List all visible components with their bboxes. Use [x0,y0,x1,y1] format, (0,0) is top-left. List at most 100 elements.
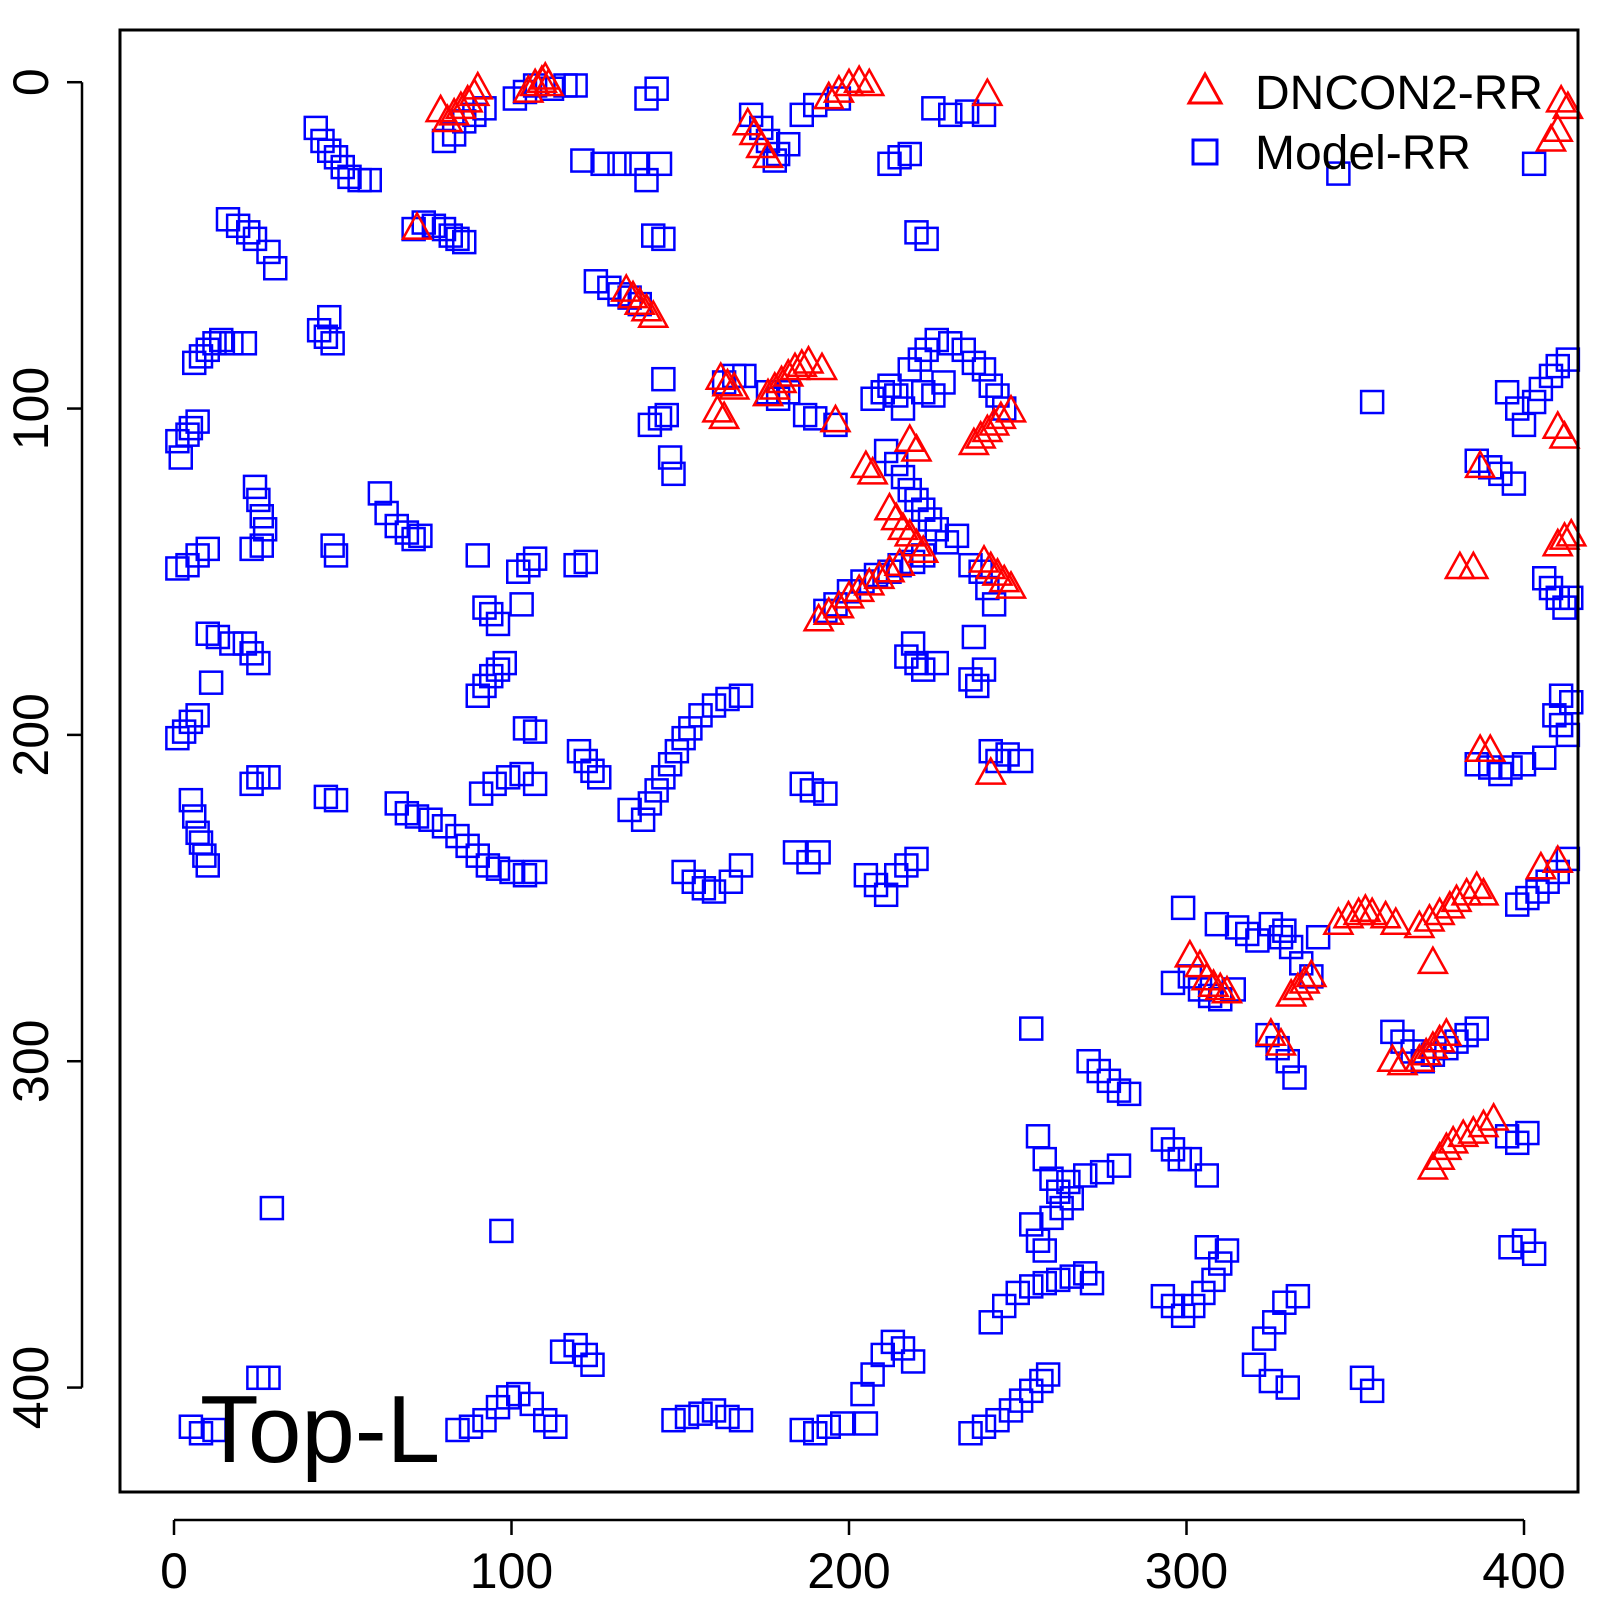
data-point-model-rr [924,650,949,676]
data-point-model-rr [580,758,605,784]
data-point-model-rr [830,1411,855,1436]
chart-annotation: Top-L [200,1376,440,1483]
data-point-model-rr [911,657,936,682]
data-point-model-rr [1035,1362,1061,1387]
data-point-model-rr [313,324,339,350]
x-tick-label: 0 [160,1543,188,1599]
data-point-model-rr [715,1404,740,1430]
data-point-model-rr [587,765,612,790]
data-point-model-rr [549,1339,575,1364]
data-point-model-rr [408,523,433,549]
data-point-model-rr [728,853,754,878]
data-point-model-rr [651,226,676,252]
data-point-model-rr [1160,970,1186,996]
data-point-model-rr [789,1417,814,1443]
data-point-model-rr [256,1365,281,1391]
data-point-model-rr [1521,1241,1547,1267]
data-point-dncon2-rr [1204,971,1237,1001]
data-point-model-rr [202,1417,227,1443]
data-point-model-rr [246,487,271,513]
data-point-dncon2-rr [525,64,558,94]
data-point-model-rr [1282,1065,1307,1090]
data-point-model-rr [242,474,268,500]
data-point-dncon2-rr [812,595,845,625]
data-point-model-rr [485,856,511,881]
data-point-model-rr [674,1404,700,1430]
data-point-model-rr [1505,396,1530,421]
data-point-model-rr [1275,1375,1300,1400]
data-point-model-rr [954,99,980,124]
data-point-model-rr [1275,1048,1300,1074]
data-point-dncon2-rr [1474,733,1507,763]
data-point-dncon2-rr [1190,961,1223,991]
data-point-model-rr [252,517,278,542]
data-point-model-rr [485,657,511,682]
data-point-model-rr [1214,1238,1240,1263]
data-point-model-rr [580,1352,605,1377]
data-point-dncon2-rr [1443,550,1476,580]
data-point-model-rr [1025,1124,1051,1149]
data-point-model-rr [1039,1166,1064,1191]
data-point-dncon2-rr [822,589,855,619]
data-point-model-rr [1059,1264,1084,1289]
data-point-model-rr [1498,755,1523,780]
data-point-model-rr [570,148,595,173]
data-point-model-rr [897,141,922,167]
data-point-model-rr [657,752,683,777]
data-point-model-rr [317,304,342,330]
data-point-model-rr [232,331,258,356]
data-point-model-rr [961,624,987,650]
data-point-model-rr [1194,1163,1219,1188]
data-point-model-rr [651,366,676,392]
data-point-model-rr [458,1414,484,1439]
data-point-model-rr [1032,1238,1057,1263]
data-point-dncon2-rr [819,403,852,433]
data-point-model-rr [803,92,828,118]
data-point-model-rr [1059,1186,1084,1211]
data-point-model-rr [303,115,328,141]
data-point-model-rr [853,1411,879,1436]
data-point-model-rr [239,536,264,562]
y-tick-label: 300 [3,1020,59,1103]
data-point-model-rr [509,592,534,617]
data-point-model-rr [367,481,393,506]
data-point-model-rr [452,229,477,255]
data-point-model-rr [485,611,511,637]
data-point-dncon2-rr [1416,945,1449,975]
data-point-dncon2-rr [1541,527,1574,557]
y-tick-label: 100 [3,367,59,450]
data-point-model-rr [1170,895,1196,921]
data-point-dncon2-rr [1555,517,1588,547]
data-point-model-rr [1521,151,1547,177]
data-point-dncon2-rr [883,546,916,577]
data-point-dncon2-rr [1460,870,1493,900]
data-point-model-rr [188,344,214,369]
data-point-dncon2-rr [1541,843,1574,873]
data-point-model-rr [884,451,909,477]
data-point-model-rr [249,503,274,529]
data-point-model-rr [1019,1274,1044,1299]
data-point-model-rr [320,331,345,356]
data-point-model-rr [522,771,548,797]
data-point-dncon2-rr [630,292,663,322]
data-point-model-rr [816,1414,841,1439]
data-point-model-rr [479,663,504,689]
data-point-dncon2-rr [1548,520,1581,550]
data-point-dncon2-rr [967,543,1001,573]
data-point-model-rr [1032,1270,1057,1296]
data-point-model-rr [890,396,916,421]
data-point-model-rr [1079,1270,1105,1296]
data-point-model-rr [904,650,929,676]
data-point-dncon2-rr [1197,967,1230,998]
data-point-model-rr [799,778,825,803]
data-point-model-rr [1029,1368,1054,1394]
data-point-model-rr [870,379,895,405]
data-point-dncon2-rr [1173,938,1206,968]
legend-marker-dncon2-rr [1186,71,1224,105]
data-point-dncon2-rr [792,344,825,374]
y-tick-label: 0 [3,68,59,96]
data-point-model-rr [688,1401,713,1426]
data-point-model-rr [630,807,656,832]
data-point-dncon2-rr [974,550,1007,580]
